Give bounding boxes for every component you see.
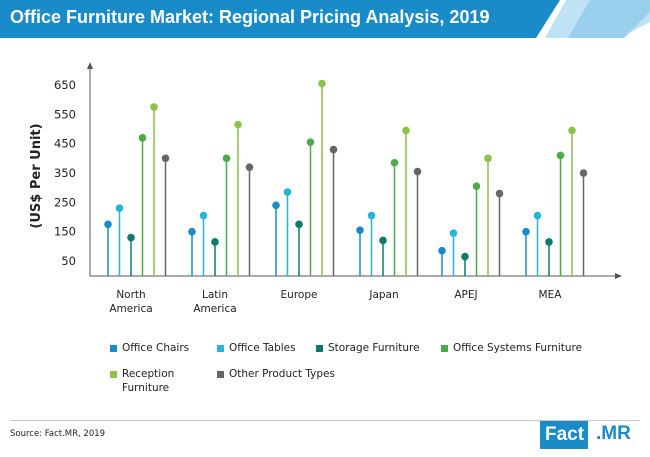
legend-swatch <box>316 345 323 352</box>
lollipop-point <box>283 188 292 196</box>
x-category-label: Europe <box>281 289 318 301</box>
chart-title: Office Furniture Market: Regional Pricin… <box>10 7 490 27</box>
lollipop-point <box>272 201 280 210</box>
legend-swatch <box>110 345 117 352</box>
lollipop-point <box>211 238 219 246</box>
y-tick-label: 250 <box>54 195 76 209</box>
logo-mr-text: .MR <box>596 423 631 444</box>
banner-accent-mid <box>568 0 650 38</box>
lollipop-point <box>484 154 492 163</box>
y-axis-arrow <box>87 62 93 69</box>
lollipop-point <box>438 246 446 255</box>
lollipop-point <box>295 220 303 229</box>
lollipop-point <box>188 227 196 236</box>
banner-background <box>0 0 560 38</box>
lollipop-point <box>495 189 504 198</box>
title-banner: Office Furniture Market: Regional Pricin… <box>0 0 650 38</box>
lollipop-point <box>306 138 315 147</box>
lollipop-point <box>104 220 112 229</box>
x-category-label: Japan <box>368 289 398 301</box>
lollipop-point <box>222 154 231 163</box>
lollipop-point <box>545 238 553 246</box>
lollipop-point <box>318 79 326 88</box>
lollipop-point <box>329 145 338 154</box>
source-note: Source: Fact.MR, 2019 <box>10 429 106 439</box>
lollipop-point <box>150 103 158 111</box>
x-category-label: Latin <box>202 289 228 301</box>
x-category-label: APEJ <box>454 289 477 301</box>
lollipop-point <box>199 211 208 220</box>
legend-swatch <box>110 371 117 378</box>
y-tick-label: 450 <box>54 137 76 151</box>
lollipop-point <box>533 211 542 220</box>
legend-label: Other Product Types <box>229 368 335 380</box>
x-axis-arrow <box>615 273 622 279</box>
lollipop-point <box>579 169 588 177</box>
legend-label: Storage Furniture <box>328 342 420 354</box>
y-tick-label: 50 <box>61 254 76 268</box>
lollipop-point <box>115 204 124 213</box>
x-category-label: MEA <box>539 289 563 301</box>
lollipop-point <box>556 151 565 160</box>
legend-label: Office Systems Furniture <box>453 342 583 354</box>
x-category-label: America <box>193 303 236 315</box>
lollipop-point <box>402 126 410 135</box>
y-tick-label: 350 <box>54 166 76 180</box>
legend-swatch <box>217 371 224 378</box>
x-category-label: North <box>116 289 145 301</box>
lollipop-point <box>138 134 147 142</box>
banner-shape <box>0 0 650 38</box>
legend-swatch <box>441 345 448 352</box>
lollipop-point <box>522 227 530 236</box>
y-tick-label: 650 <box>54 78 76 92</box>
legend-label: Office Chairs <box>122 342 190 354</box>
y-tick-label: 150 <box>54 225 76 239</box>
y-axis-label: (US$ Per Unit) <box>29 123 44 228</box>
lollipop-point <box>461 252 469 261</box>
lollipop-point <box>161 154 170 163</box>
logo-fact-text: Fact <box>540 421 589 449</box>
legend-swatch <box>217 345 224 352</box>
y-tick-label: 550 <box>54 107 76 121</box>
lollipop-point <box>234 120 242 129</box>
lollipop-point <box>449 229 458 237</box>
lollipop-point <box>390 158 399 167</box>
lollipop-point <box>568 126 576 135</box>
lollipop-point <box>356 226 364 235</box>
chart-area: 50 150 250 350 450 550 650 (US$ Per Unit) North A… <box>29 62 622 315</box>
legend-label: Office Tables <box>229 342 296 354</box>
lollipop-point <box>413 167 422 176</box>
lollipop-point <box>367 211 376 220</box>
lollipop-point <box>472 182 481 191</box>
lollipop-point <box>127 233 135 242</box>
x-category-label: America <box>109 303 152 315</box>
legend-label: Reception Furniture <box>122 368 175 394</box>
lollipop-point <box>379 236 387 245</box>
footer-divider <box>10 420 640 421</box>
lollipop-point <box>245 163 254 171</box>
